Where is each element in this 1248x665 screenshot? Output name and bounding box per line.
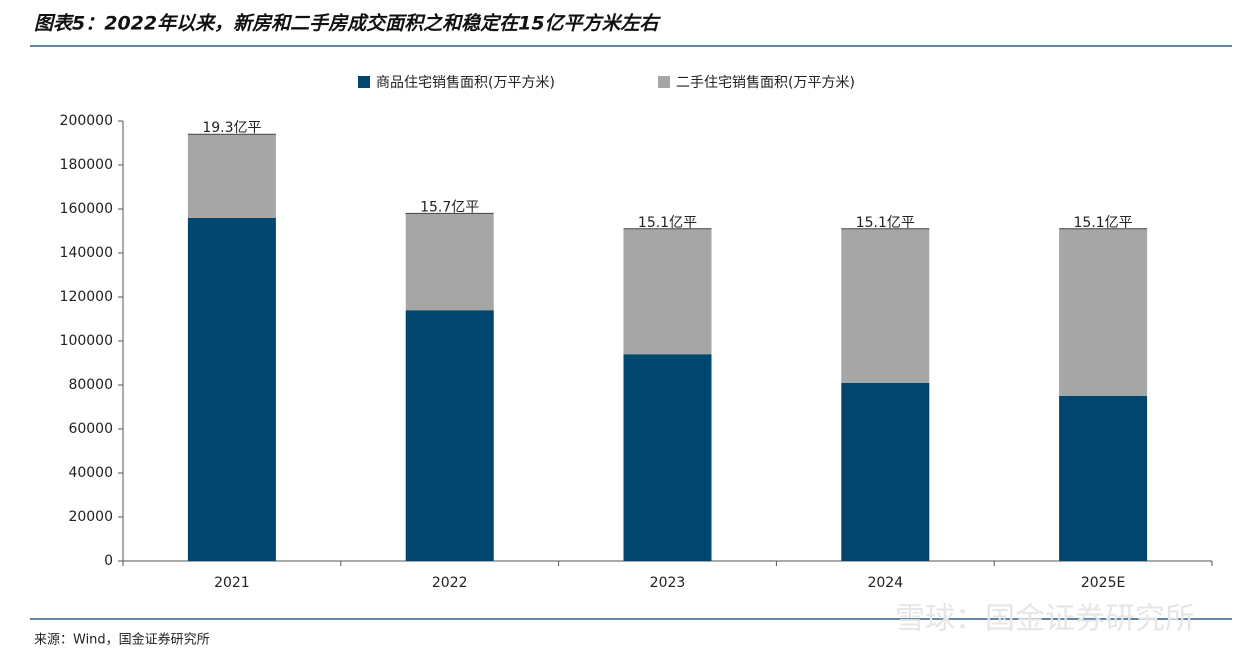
bar-segment <box>405 310 494 561</box>
bar-segment <box>187 134 276 218</box>
y-tick-label: 20000 <box>68 509 113 525</box>
x-tick-label: 2023 <box>650 575 686 591</box>
x-tick-label: 2025E <box>1081 575 1125 591</box>
y-tick-label: 200000 <box>60 113 113 129</box>
total-label: 15.1亿平 <box>638 215 697 231</box>
x-tick-label: 2024 <box>867 575 903 591</box>
total-label: 15.1亿平 <box>1074 215 1133 231</box>
bar-segment <box>1059 228 1148 396</box>
y-tick-label: 100000 <box>60 333 113 349</box>
source: 来源：Wind，国金证券研究所 <box>34 632 210 648</box>
bar-segment <box>187 217 276 562</box>
total-label: 19.3亿平 <box>202 120 261 136</box>
y-tick-label: 120000 <box>60 289 113 305</box>
y-tick-label: 160000 <box>60 201 113 217</box>
total-label: 15.1亿平 <box>856 215 915 231</box>
x-tick-label: 2021 <box>214 575 250 591</box>
total-label: 15.7亿平 <box>420 199 479 215</box>
y-tick-label: 180000 <box>60 157 113 173</box>
x-tick-label: 2022 <box>432 575 468 591</box>
y-tick-label: 0 <box>104 553 113 569</box>
bar-segment <box>623 228 712 355</box>
y-tick-label: 80000 <box>68 377 113 393</box>
legend-swatch <box>658 76 670 88</box>
legend-swatch <box>358 76 370 88</box>
bar-segment <box>623 354 712 561</box>
bar-segment <box>1059 396 1148 561</box>
y-tick-label: 60000 <box>68 421 113 437</box>
y-tick-label: 40000 <box>68 465 113 481</box>
legend-label: 商品住宅销售面积(万平方米) <box>376 75 555 91</box>
y-tick-label: 140000 <box>60 245 113 261</box>
watermark: 雪球：国金证券研究所 <box>895 602 1195 637</box>
legend-label: 二手住宅销售面积(万平方米) <box>676 75 855 91</box>
bar-segment <box>841 382 930 561</box>
chart-title: 图表5：2022年以来，新房和二手房成交面积之和稳定在15亿平方米左右 <box>34 13 662 35</box>
bar-segment <box>405 213 494 311</box>
bar-segment <box>841 228 930 383</box>
